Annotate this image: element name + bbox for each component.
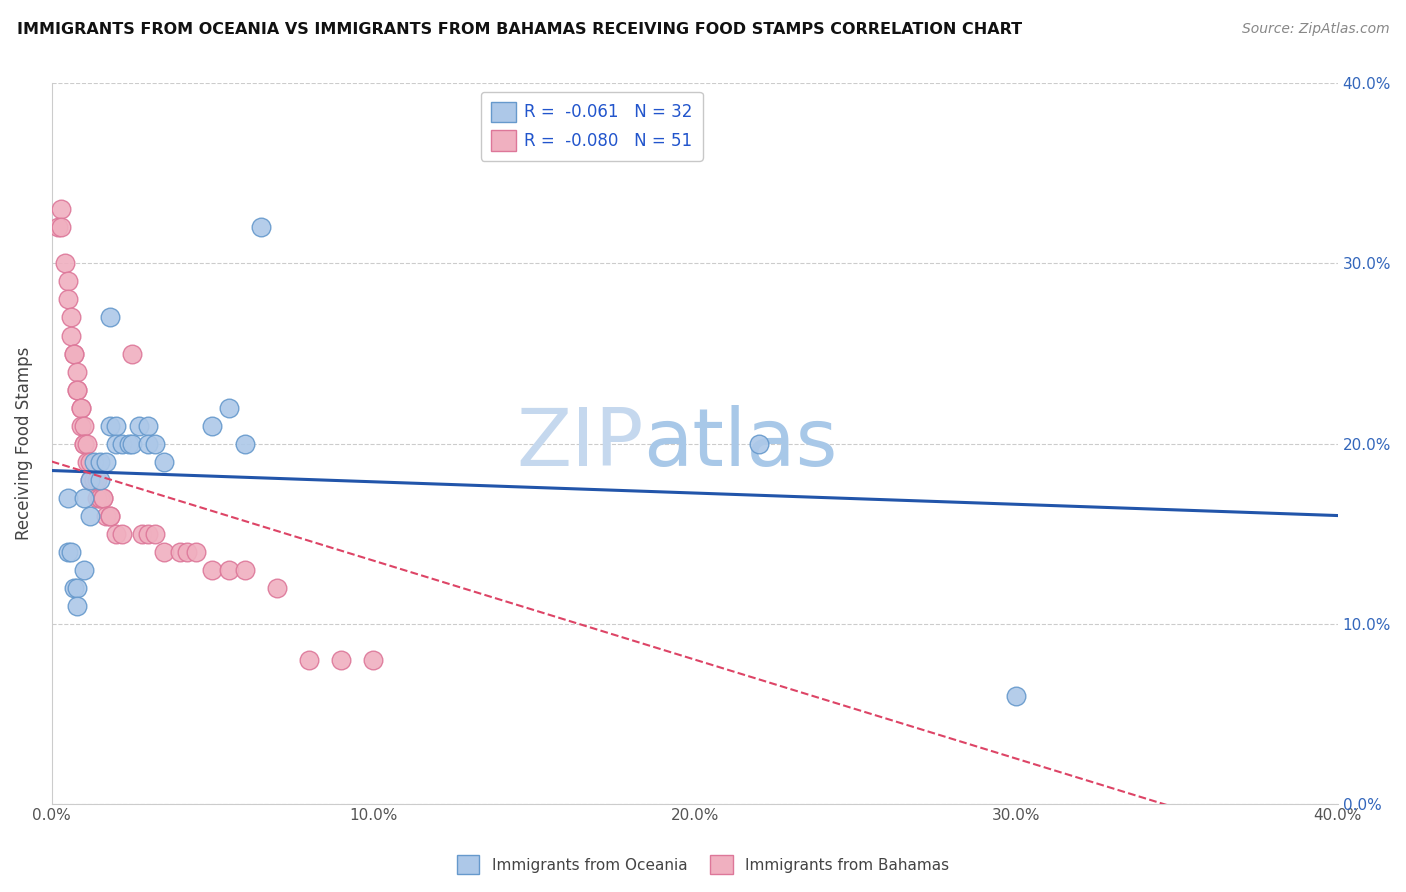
Point <box>298 652 321 666</box>
Point <box>79 473 101 487</box>
Point <box>136 526 159 541</box>
Point <box>89 473 111 487</box>
Point <box>60 328 83 343</box>
Point <box>66 383 89 397</box>
Point <box>56 491 79 505</box>
Point <box>121 436 143 450</box>
Point <box>330 652 353 666</box>
Point <box>83 454 105 468</box>
Point <box>73 491 96 505</box>
Point <box>89 491 111 505</box>
Point <box>218 401 240 415</box>
Legend: R =  -0.061   N = 32, R =  -0.080   N = 51: R = -0.061 N = 32, R = -0.080 N = 51 <box>481 92 703 161</box>
Y-axis label: Receiving Food Stamps: Receiving Food Stamps <box>15 347 32 541</box>
Point <box>233 436 256 450</box>
Point <box>121 346 143 360</box>
Point <box>66 581 89 595</box>
Point <box>66 364 89 378</box>
Point <box>83 473 105 487</box>
Text: Source: ZipAtlas.com: Source: ZipAtlas.com <box>1241 22 1389 37</box>
Point <box>176 544 198 558</box>
Point <box>105 418 128 433</box>
Point <box>63 581 86 595</box>
Point <box>83 473 105 487</box>
Point <box>96 454 118 468</box>
Point <box>76 454 98 468</box>
Point <box>91 491 114 505</box>
Point <box>69 401 91 415</box>
Point <box>111 526 134 541</box>
Point <box>56 544 79 558</box>
Point <box>51 202 73 217</box>
Point <box>56 275 79 289</box>
Point <box>105 526 128 541</box>
Point <box>98 418 121 433</box>
Point <box>51 220 73 235</box>
Point <box>98 508 121 523</box>
Point <box>86 473 108 487</box>
Legend: Immigrants from Oceania, Immigrants from Bahamas: Immigrants from Oceania, Immigrants from… <box>450 849 956 880</box>
Point <box>105 436 128 450</box>
Point <box>69 418 91 433</box>
Point <box>128 418 150 433</box>
Point <box>56 293 79 307</box>
Point <box>89 454 111 468</box>
Point <box>201 563 224 577</box>
Point <box>98 508 121 523</box>
Point <box>136 418 159 433</box>
Point <box>89 491 111 505</box>
Point <box>91 491 114 505</box>
Point <box>136 436 159 450</box>
Point <box>186 544 208 558</box>
Point <box>1005 689 1028 703</box>
Point <box>66 383 89 397</box>
Point <box>361 652 384 666</box>
Point <box>60 544 83 558</box>
Point <box>266 581 288 595</box>
Point <box>53 256 76 270</box>
Point <box>79 454 101 468</box>
Point <box>233 563 256 577</box>
Point <box>73 418 96 433</box>
Text: IMMIGRANTS FROM OCEANIA VS IMMIGRANTS FROM BAHAMAS RECEIVING FOOD STAMPS CORRELA: IMMIGRANTS FROM OCEANIA VS IMMIGRANTS FR… <box>17 22 1022 37</box>
Point <box>66 599 89 613</box>
Point <box>79 473 101 487</box>
Point <box>143 526 166 541</box>
Point <box>96 508 118 523</box>
Point <box>69 401 91 415</box>
Point <box>76 436 98 450</box>
Point <box>63 346 86 360</box>
Point <box>60 310 83 325</box>
Text: atlas: atlas <box>644 405 838 483</box>
Point <box>118 436 141 450</box>
Point <box>86 491 108 505</box>
Point <box>63 346 86 360</box>
Point <box>249 220 271 235</box>
Point <box>748 436 770 450</box>
Point <box>79 508 101 523</box>
Point <box>153 454 176 468</box>
Point <box>73 436 96 450</box>
Point <box>73 436 96 450</box>
Point <box>98 310 121 325</box>
Point <box>143 436 166 450</box>
Point <box>153 544 176 558</box>
Point <box>131 526 153 541</box>
Text: ZIP: ZIP <box>516 405 644 483</box>
Point <box>111 436 134 450</box>
Point <box>169 544 191 558</box>
Point <box>218 563 240 577</box>
Point <box>201 418 224 433</box>
Point <box>73 563 96 577</box>
Point <box>46 220 69 235</box>
